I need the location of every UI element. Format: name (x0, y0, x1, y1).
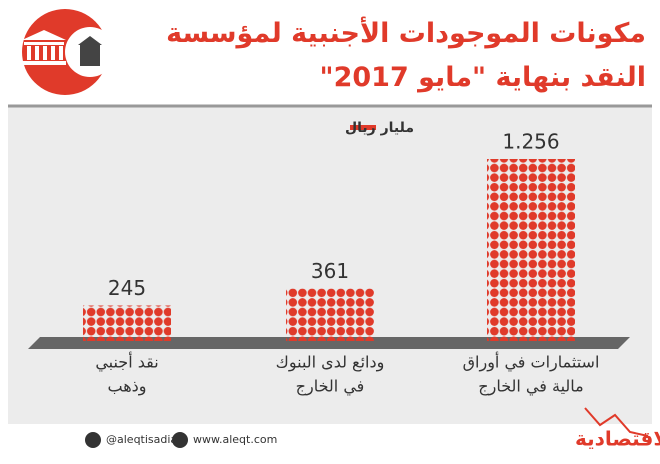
title: مكونات الموجودات الأجنبية لمؤسسة النقد ب… (166, 18, 646, 93)
bank-icon (22, 30, 66, 65)
bar (286, 288, 374, 341)
unit-dash (350, 125, 376, 130)
twitter-handle: @aleqtisadiah (106, 433, 184, 446)
website: www.aleqt.com (193, 433, 277, 446)
category-label: ودائع لدى البنوك (276, 353, 385, 373)
value-label: 361 (311, 259, 349, 283)
category-label: وذهب (108, 377, 147, 397)
web-icon (172, 432, 188, 448)
category-label: في الخارج (296, 377, 365, 397)
twitter-icon (85, 432, 101, 448)
footer-bg (8, 424, 652, 464)
bar (487, 159, 575, 341)
bar (83, 305, 171, 341)
value-label: 245 (108, 276, 146, 300)
category-label: استثمارات في أوراق (463, 352, 600, 373)
unit-label: مليار ريال (345, 120, 414, 136)
value-label: 1.256 (502, 130, 559, 154)
building-icon (78, 36, 102, 66)
category-label: نقد أجنبي (95, 352, 158, 373)
category-label: مالية في الخارج (478, 377, 583, 397)
deco-line (584, 407, 649, 437)
header-bg (8, 8, 652, 108)
logo: الاقتصادية (575, 427, 660, 451)
baseline (28, 337, 630, 349)
